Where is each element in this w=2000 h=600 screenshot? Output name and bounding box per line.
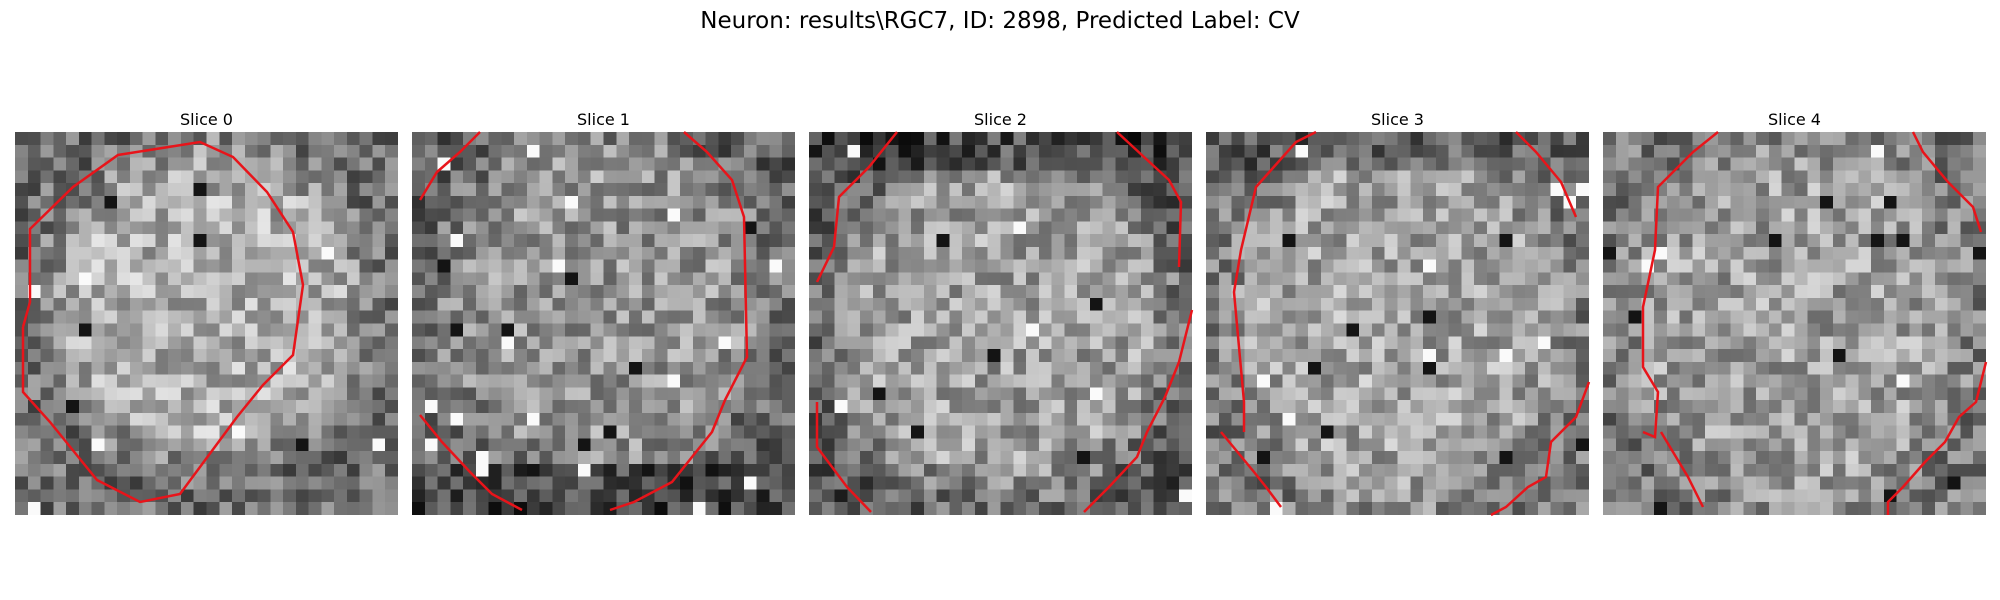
slice-title: Slice 1 <box>577 110 630 129</box>
slice-image-frame <box>15 132 398 515</box>
slice-image-frame <box>412 131 795 515</box>
slice-image <box>809 132 1192 515</box>
contour-segment <box>1641 131 1719 439</box>
slice-panel-3: Slice 3 <box>1206 108 1591 517</box>
contour-segment <box>1659 431 1705 508</box>
contour-segment <box>1490 381 1591 517</box>
slice-image <box>1206 132 1589 515</box>
contour-segment <box>815 402 872 513</box>
contour-segment <box>1083 309 1194 513</box>
slice-image-frame <box>1206 130 1591 517</box>
slice-title: Slice 4 <box>1768 110 1821 129</box>
slice-panel-0: Slice 0 <box>15 108 398 515</box>
contour-segment <box>1220 431 1282 508</box>
slice-title: Slice 0 <box>180 110 233 129</box>
segmentation-contour <box>1641 131 1988 515</box>
slice-title: Slice 3 <box>1371 110 1424 129</box>
slice-image <box>1603 132 1986 515</box>
contour-segment <box>418 131 481 201</box>
slice-image <box>15 132 398 515</box>
slice-image <box>412 132 795 515</box>
contour-segment <box>1515 131 1578 218</box>
contour-segment <box>815 131 898 283</box>
contour-segment <box>1911 131 1983 233</box>
contour-segment <box>419 414 523 512</box>
segmentation-contour <box>21 140 305 504</box>
slice-title: Slice 2 <box>974 110 1027 129</box>
slice-panel-1: Slice 1 <box>412 108 795 515</box>
segmentation-contour <box>418 131 749 512</box>
contour-segment <box>1232 130 1317 432</box>
slice-image-frame <box>1603 131 1988 515</box>
contour-segment <box>1116 131 1183 268</box>
segmentation-contour <box>1220 130 1591 517</box>
segmentation-contour <box>815 131 1194 513</box>
contour-segment <box>609 131 749 512</box>
slice-image-frame <box>809 131 1194 515</box>
contour-segment <box>21 140 305 504</box>
slice-panel-4: Slice 4 <box>1603 108 1988 515</box>
slice-panel-2: Slice 2 <box>809 108 1194 515</box>
contour-segment <box>1886 361 1988 515</box>
figure-title: Neuron: results\RGC7, ID: 2898, Predicte… <box>700 8 1300 34</box>
